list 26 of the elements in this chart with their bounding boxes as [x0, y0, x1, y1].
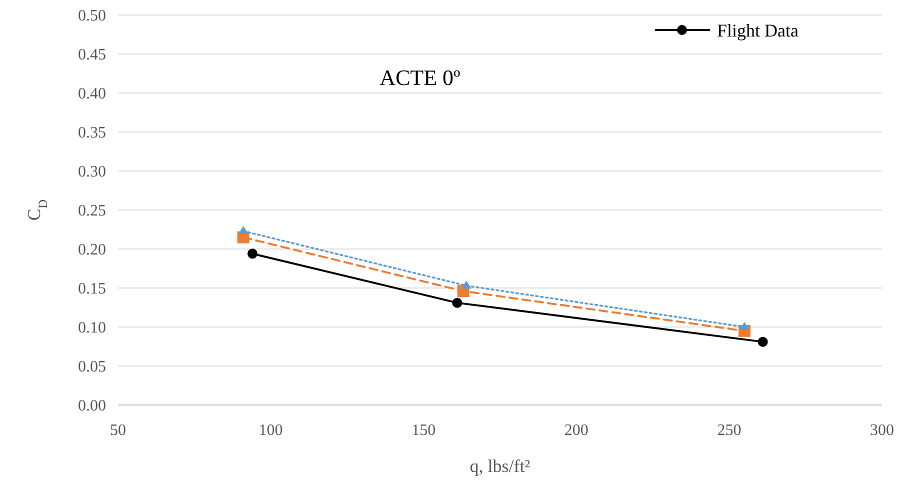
x-tick-label: 200 — [564, 422, 588, 439]
y-tick-label: 0.00 — [78, 398, 106, 415]
y-tick-label: 0.10 — [78, 320, 106, 337]
y-tick-label: 0.40 — [78, 86, 106, 103]
point — [739, 322, 750, 330]
point — [758, 336, 768, 347]
y-tick-label: 0.45 — [78, 46, 106, 64]
x-tick-label: 150 — [412, 422, 436, 439]
x-axis-title: q, lbs/ft² — [470, 456, 530, 476]
point — [452, 298, 462, 308]
x-tick-label: 50 — [110, 422, 126, 439]
annotation: ACTE 0º — [380, 65, 461, 90]
y-tick-label: 0.50 — [78, 8, 106, 25]
point — [247, 248, 258, 259]
y-tick-label: 0.35 — [78, 124, 106, 142]
legend-label: Flight Data — [717, 20, 799, 40]
y-tick-label: 0.25 — [78, 202, 106, 220]
y-tick-label: 0.30 — [78, 164, 106, 181]
y-tick-label: 0.20 — [78, 242, 106, 259]
y-tick-label: 0.05 — [78, 358, 106, 376]
x-tick-label: 250 — [717, 422, 742, 439]
point — [461, 280, 472, 289]
y-tick-label: 0.15 — [78, 280, 106, 298]
point — [238, 226, 248, 234]
x-tick-label: 300 — [870, 422, 894, 439]
x-tick-label: 100 — [258, 422, 283, 439]
